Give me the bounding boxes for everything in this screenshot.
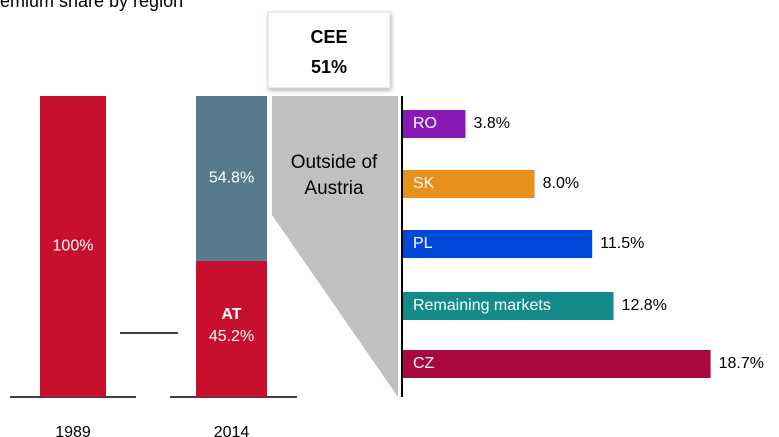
x-tick-label: 2014 [214, 424, 250, 437]
title: emium share by region [0, 0, 183, 11]
value-label: 11.5% [600, 235, 644, 252]
callout-box [267, 11, 391, 89]
value-label: 8.0% [543, 175, 579, 192]
callout-label: CEE [310, 27, 347, 47]
funnel-label: Outside of Austria [291, 152, 378, 199]
bar [403, 230, 593, 258]
bar-segment [40, 96, 106, 397]
category-label: SK [413, 175, 435, 192]
segment-name: AT [221, 306, 241, 323]
category-label: CZ [413, 355, 435, 372]
value-label: 18.7% [719, 355, 764, 372]
category-label: RO [413, 115, 437, 132]
bar [403, 170, 535, 198]
category-label: Remaining markets [413, 297, 551, 314]
bar [403, 350, 711, 378]
value-label: 100% [53, 238, 94, 255]
bar-segment [196, 96, 267, 261]
bar [403, 110, 466, 138]
callout-value: 51% [311, 57, 347, 77]
value-label: 45.2% [209, 328, 254, 345]
value-label: 54.8% [209, 170, 254, 187]
category-label: PL [413, 235, 433, 252]
value-label: 12.8% [622, 297, 667, 314]
funnel [272, 96, 398, 397]
value-label: 3.8% [474, 115, 510, 132]
x-tick-label: 1989 [55, 424, 91, 437]
bar [403, 292, 614, 320]
bar-segment [196, 260, 267, 397]
